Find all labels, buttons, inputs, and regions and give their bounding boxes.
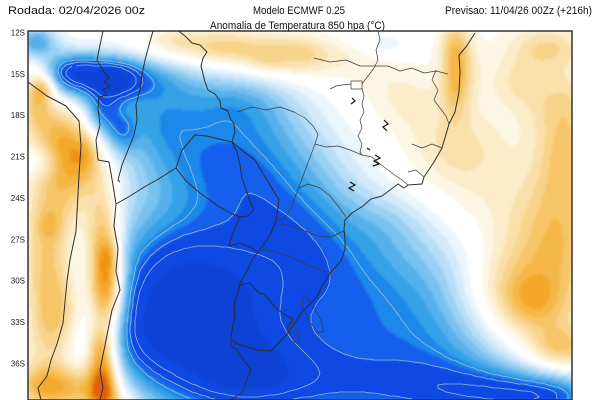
svg-text:Rodada: 02/04/2026 00z: Rodada: 02/04/2026 00z [8, 5, 145, 17]
svg-text:30S: 30S [11, 277, 25, 286]
svg-text:Anomalia de Temperatura 850 hp: Anomalia de Temperatura 850 hpa (°C) [210, 20, 385, 32]
svg-text:36S: 36S [11, 360, 25, 369]
svg-text:24S: 24S [11, 194, 25, 203]
svg-text:33S: 33S [11, 318, 25, 327]
svg-text:15S: 15S [11, 70, 25, 79]
svg-text:18S: 18S [11, 111, 25, 120]
svg-text:Modelo ECMWF 0.25: Modelo ECMWF 0.25 [253, 5, 345, 17]
svg-text:21S: 21S [11, 153, 25, 162]
svg-text:Previsao: 11/04/26 00Zz (+216h: Previsao: 11/04/26 00Zz (+216h) [445, 5, 592, 17]
svg-text:12S: 12S [11, 29, 25, 38]
svg-text:27S: 27S [11, 235, 25, 244]
